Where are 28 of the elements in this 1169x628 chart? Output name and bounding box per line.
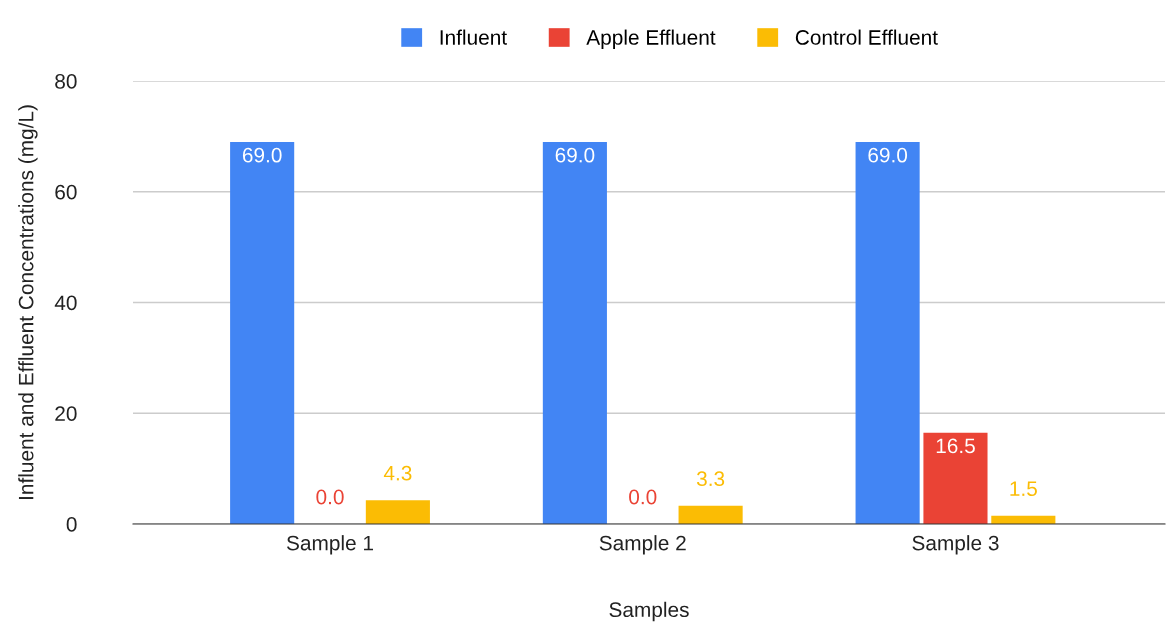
- y-tick-label: 20: [55, 406, 77, 421]
- data-label: 16.5: [936, 438, 975, 454]
- bar: [365, 500, 430, 524]
- y-tick-label: 60: [55, 184, 77, 200]
- y-axis-title: Influent and Effluent Concentrations (mg/L): [18, 105, 38, 499]
- data-label: 3.3: [696, 471, 725, 487]
- bar: [542, 141, 607, 524]
- legend-label: Influent: [440, 29, 507, 45]
- data-label: 4.3: [383, 465, 412, 481]
- legend-label: Control Effluent: [795, 29, 938, 45]
- x-tick-label: Sample 3: [912, 535, 999, 555]
- bar: [855, 141, 920, 524]
- x-tick-label: Sample 1: [286, 535, 374, 555]
- y-tick-label: 40: [54, 295, 77, 311]
- x-axis-title: Samples: [609, 601, 689, 622]
- data-label: 69.0: [555, 147, 595, 163]
- data-label: 1.5: [1010, 481, 1037, 497]
- y-tick-label: 80: [55, 74, 77, 89]
- legend-label: Apple Effluent: [586, 29, 716, 49]
- data-label: 69.0: [868, 147, 908, 163]
- bar: [923, 432, 988, 524]
- x-tick-label: Sample 2: [599, 535, 686, 555]
- data-label: 69.0: [242, 147, 282, 163]
- bar: [678, 505, 743, 524]
- y-tick-label: 0: [66, 517, 77, 532]
- data-label: 0.0: [629, 489, 657, 505]
- data-label: 0.0: [316, 489, 344, 505]
- bar: [230, 141, 295, 524]
